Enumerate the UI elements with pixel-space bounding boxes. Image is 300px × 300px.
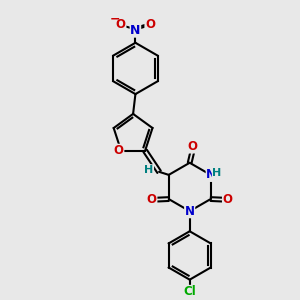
Text: H: H (212, 168, 222, 178)
Text: O: O (188, 140, 198, 153)
Text: O: O (147, 193, 157, 206)
Text: N: N (130, 24, 141, 37)
Text: N: N (206, 168, 216, 182)
Text: Cl: Cl (183, 285, 196, 298)
Text: −: − (110, 12, 120, 26)
Text: O: O (145, 18, 155, 31)
Text: H: H (144, 165, 154, 175)
Text: O: O (114, 144, 124, 157)
Text: O: O (223, 193, 232, 206)
Text: N: N (185, 205, 195, 218)
Text: O: O (116, 18, 126, 31)
